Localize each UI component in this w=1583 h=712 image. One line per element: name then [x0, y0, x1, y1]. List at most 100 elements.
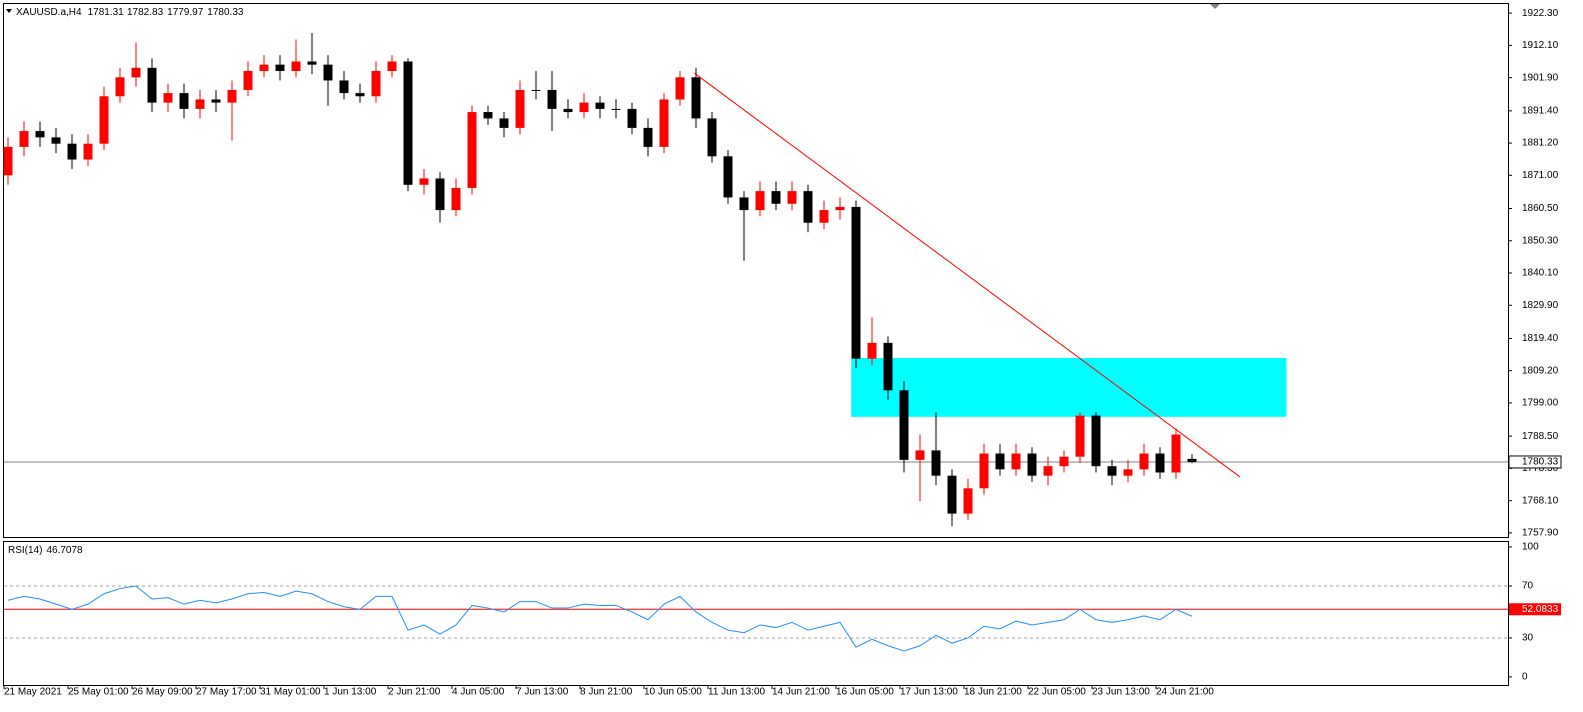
y-tick-label: 1768.10 [1522, 495, 1559, 506]
header-high: 1782.83 [127, 7, 164, 18]
x-tick-label: 4 Jun 05:00 [452, 687, 505, 698]
candle-body [307, 61, 317, 65]
menu-triangle[interactable] [6, 9, 12, 13]
rsi-level-label: 52.0833 [1522, 604, 1559, 615]
candle-body [659, 99, 669, 147]
candle-body [867, 342, 877, 359]
candle-body [835, 206, 845, 211]
candle-body [131, 67, 141, 78]
x-tick-label: 14 Jun 21:00 [772, 687, 830, 698]
candle-body [179, 93, 189, 109]
candle-body [579, 102, 589, 113]
x-tick-label: 16 Jun 05:00 [836, 687, 894, 698]
candle-body [1075, 415, 1085, 457]
rsi-tick-label: 70 [1522, 581, 1534, 592]
candle-body [35, 131, 45, 138]
candle-body [899, 390, 909, 460]
candle-body [739, 197, 749, 211]
candle-body [227, 89, 237, 103]
candle-body [195, 99, 205, 109]
candle-body [755, 191, 765, 211]
y-tick-label: 1912.10 [1522, 40, 1559, 51]
candle-body [1155, 453, 1165, 473]
candle-body [611, 108, 621, 110]
candle-body [483, 112, 493, 119]
candle-body [499, 118, 509, 128]
candle-body [1123, 469, 1133, 476]
x-tick-label: 23 Jun 13:00 [1092, 687, 1150, 698]
candle-body [371, 70, 381, 97]
y-tick-label: 1922.30 [1522, 8, 1559, 19]
candle-body [451, 187, 461, 211]
candle-body [915, 450, 925, 460]
candle-body [771, 191, 781, 204]
candle-body [1043, 466, 1053, 476]
candle-body [515, 89, 525, 128]
x-tick-label: 11 Jun 13:00 [708, 687, 766, 698]
candle-body [51, 137, 61, 144]
rsi-tick-label: 30 [1522, 633, 1534, 644]
candle-body [467, 112, 477, 188]
last-price-box [1508, 455, 1562, 469]
rsi-header: RSI(14) 46.7078 [8, 545, 83, 556]
candle-body [595, 102, 605, 109]
candle-body [323, 64, 333, 81]
y-tick-label: 1850.30 [1522, 235, 1559, 246]
x-tick-label: 26 May 09:00 [132, 687, 193, 698]
candle-body [947, 475, 957, 514]
price-panel-frame [3, 3, 1509, 538]
header: XAUUSD.a,H4 1781.31 1782.83 1779.97 1780.33 [16, 7, 244, 18]
x-tick-label: 10 Jun 05:00 [644, 687, 702, 698]
candle-body [387, 61, 397, 71]
candle-body [1091, 415, 1101, 467]
y-tick-label: 1871.00 [1522, 170, 1559, 181]
candle-body [643, 127, 653, 147]
candle-body [19, 131, 29, 147]
candle-body [419, 178, 429, 185]
y-tick-label: 1829.90 [1522, 300, 1559, 311]
candle-body [1171, 434, 1181, 473]
candle-body [1027, 453, 1037, 476]
candle-body [339, 80, 349, 94]
candle-body [355, 93, 365, 97]
y-tick-label: 1819.40 [1522, 333, 1559, 344]
y-tick-label: 1799.00 [1522, 398, 1559, 409]
x-tick-label: 18 Jun 21:00 [964, 687, 1022, 698]
candle-body [67, 143, 77, 160]
shift-marker [1210, 4, 1220, 9]
candle-body [1139, 453, 1149, 470]
y-tick-label: 1840.10 [1522, 268, 1559, 279]
candle-body [99, 96, 109, 144]
x-tick-label: 8 Jun 21:00 [580, 687, 633, 698]
rsi-level-box [1509, 603, 1561, 616]
candle-body [3, 146, 13, 176]
candle-body [691, 77, 701, 119]
header-close: 1780.33 [207, 7, 244, 18]
candle-body [147, 67, 157, 103]
candle-body [547, 89, 557, 109]
rsi-line [7, 585, 1193, 652]
candle-body [675, 77, 685, 100]
candle-body [707, 118, 717, 157]
last-price-label: 1780.33 [1522, 457, 1559, 468]
header-open: 1781.31 [88, 7, 125, 18]
x-tick-label: 7 Jun 13:00 [516, 687, 569, 698]
y-tick-label: 1788.50 [1522, 431, 1559, 442]
y-tick-label: 1891.40 [1522, 105, 1559, 116]
candle-body [851, 206, 861, 359]
header-low: 1779.97 [167, 7, 204, 18]
x-tick-label: 2 Jun 21:00 [388, 687, 441, 698]
candle-body [83, 143, 93, 160]
rsi-name: RSI(14) [8, 545, 42, 556]
y-tick-label: 1778.30 [1522, 463, 1559, 474]
x-tick-label: 22 Jun 05:00 [1028, 687, 1086, 698]
candle-body [819, 210, 829, 223]
candle-body [163, 93, 173, 103]
trendline [694, 72, 1241, 478]
candle-body [1107, 466, 1117, 476]
candle-body [963, 488, 973, 514]
y-tick-label: 1809.20 [1522, 365, 1559, 376]
candle-body [275, 64, 285, 71]
zone [851, 358, 1287, 417]
